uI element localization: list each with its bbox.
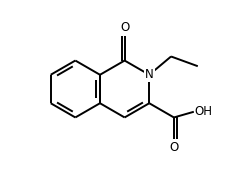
Text: OH: OH [194,105,212,118]
Text: O: O [169,141,178,154]
Text: N: N [144,68,153,81]
Text: O: O [120,21,129,34]
